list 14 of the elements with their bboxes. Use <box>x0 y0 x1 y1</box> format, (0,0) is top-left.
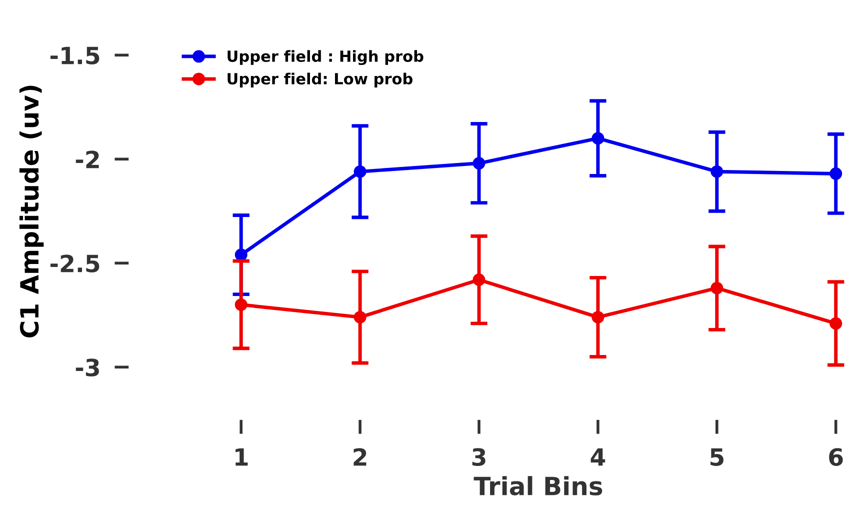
y-tick-label: -2.5 <box>50 254 100 272</box>
x-tick-label: 2 <box>354 448 366 466</box>
x-tick-label: 6 <box>829 448 843 466</box>
x-tick-label: 3 <box>472 448 486 466</box>
x-axis-title: Trial Bins <box>474 476 602 496</box>
y-tick-label: -1.5 <box>50 46 100 64</box>
legend-label: Upper field: Low prob <box>228 72 412 88</box>
y-tick-label: -2 <box>76 150 99 168</box>
x-tick-label: 1 <box>236 448 248 466</box>
x-tick-label: 4 <box>590 448 606 466</box>
y-axis-title: C1 Amplitude (uv) <box>19 86 44 338</box>
y-tick-label: -3 <box>76 358 99 376</box>
legend-label: Upper field : High prob <box>228 50 424 66</box>
x-tick-label: 5 <box>710 448 724 466</box>
